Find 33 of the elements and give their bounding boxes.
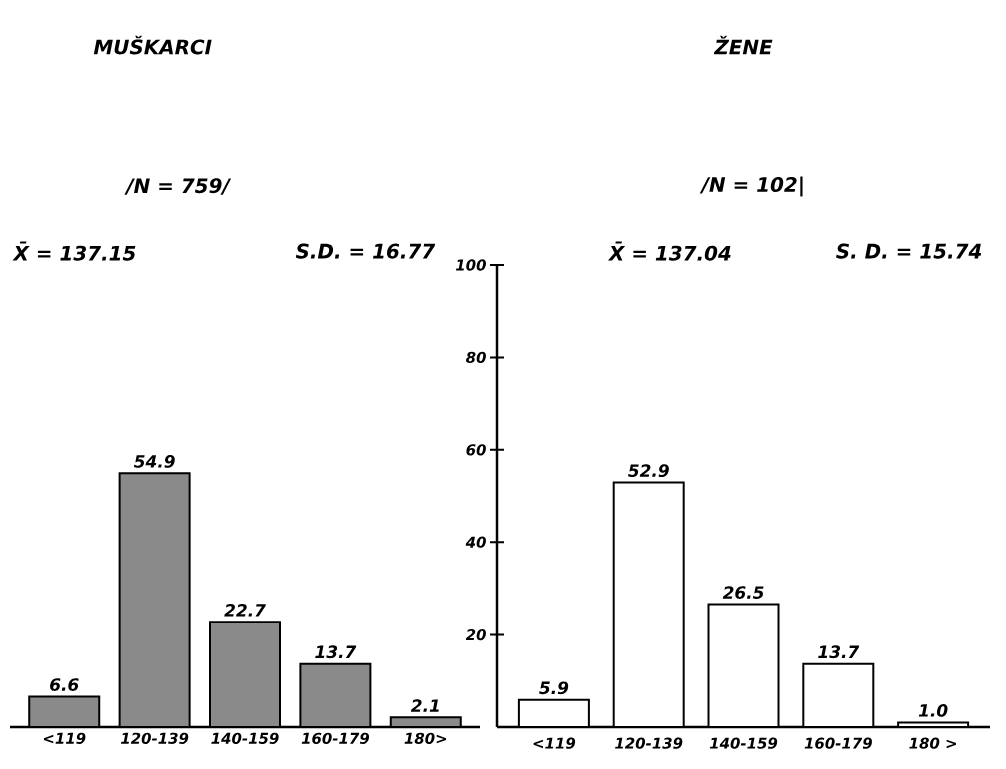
data-label: 2.1: [410, 699, 439, 712]
data-label: 22.7: [224, 604, 266, 617]
y-tick-label: 60: [466, 444, 486, 456]
text: X̄ = 137.15: [12, 241, 136, 261]
text: S. D. = 15.74: [836, 243, 982, 259]
data-label: 52.9: [628, 464, 669, 478]
data-label: 5.9: [539, 681, 569, 695]
data-label: 54.9: [133, 455, 175, 468]
chart-title: ŽENE: [713, 35, 773, 55]
y-tick-label: 20: [465, 628, 486, 641]
x-tick-label: 160-179: [301, 732, 370, 744]
x-tick-label: <119: [43, 732, 86, 744]
x-tick-label: 140-159: [709, 737, 778, 749]
x-tick-label: 180 >: [909, 737, 957, 749]
x-tick-label: 140-159: [211, 732, 279, 744]
y-tick-label: 80: [466, 351, 486, 364]
x-tick-label: <119: [533, 737, 576, 749]
y-tick-label: 100: [455, 259, 486, 271]
text: S.D. = 16.77: [295, 243, 436, 259]
y-tick-label: 40: [465, 536, 486, 548]
x-tick-label: 180>: [404, 732, 447, 744]
data-label: 1.0: [918, 704, 948, 717]
text: X̄ = 137.04: [607, 241, 731, 261]
x-tick-label: 160-179: [804, 737, 872, 749]
data-label: 13.7: [315, 645, 357, 659]
data-label: 6.6: [50, 678, 79, 691]
chart-subtitle: /N = 102|: [699, 176, 803, 197]
chart-subtitle: /N = 759/: [124, 178, 232, 195]
data-label: 26.5: [722, 586, 764, 600]
x-tick-label: 120-139: [615, 737, 683, 749]
x-tick-label: 120-139: [120, 732, 189, 744]
data-label: 13.7: [818, 645, 860, 659]
chart-title: MUŠKARCI: [93, 35, 212, 55]
